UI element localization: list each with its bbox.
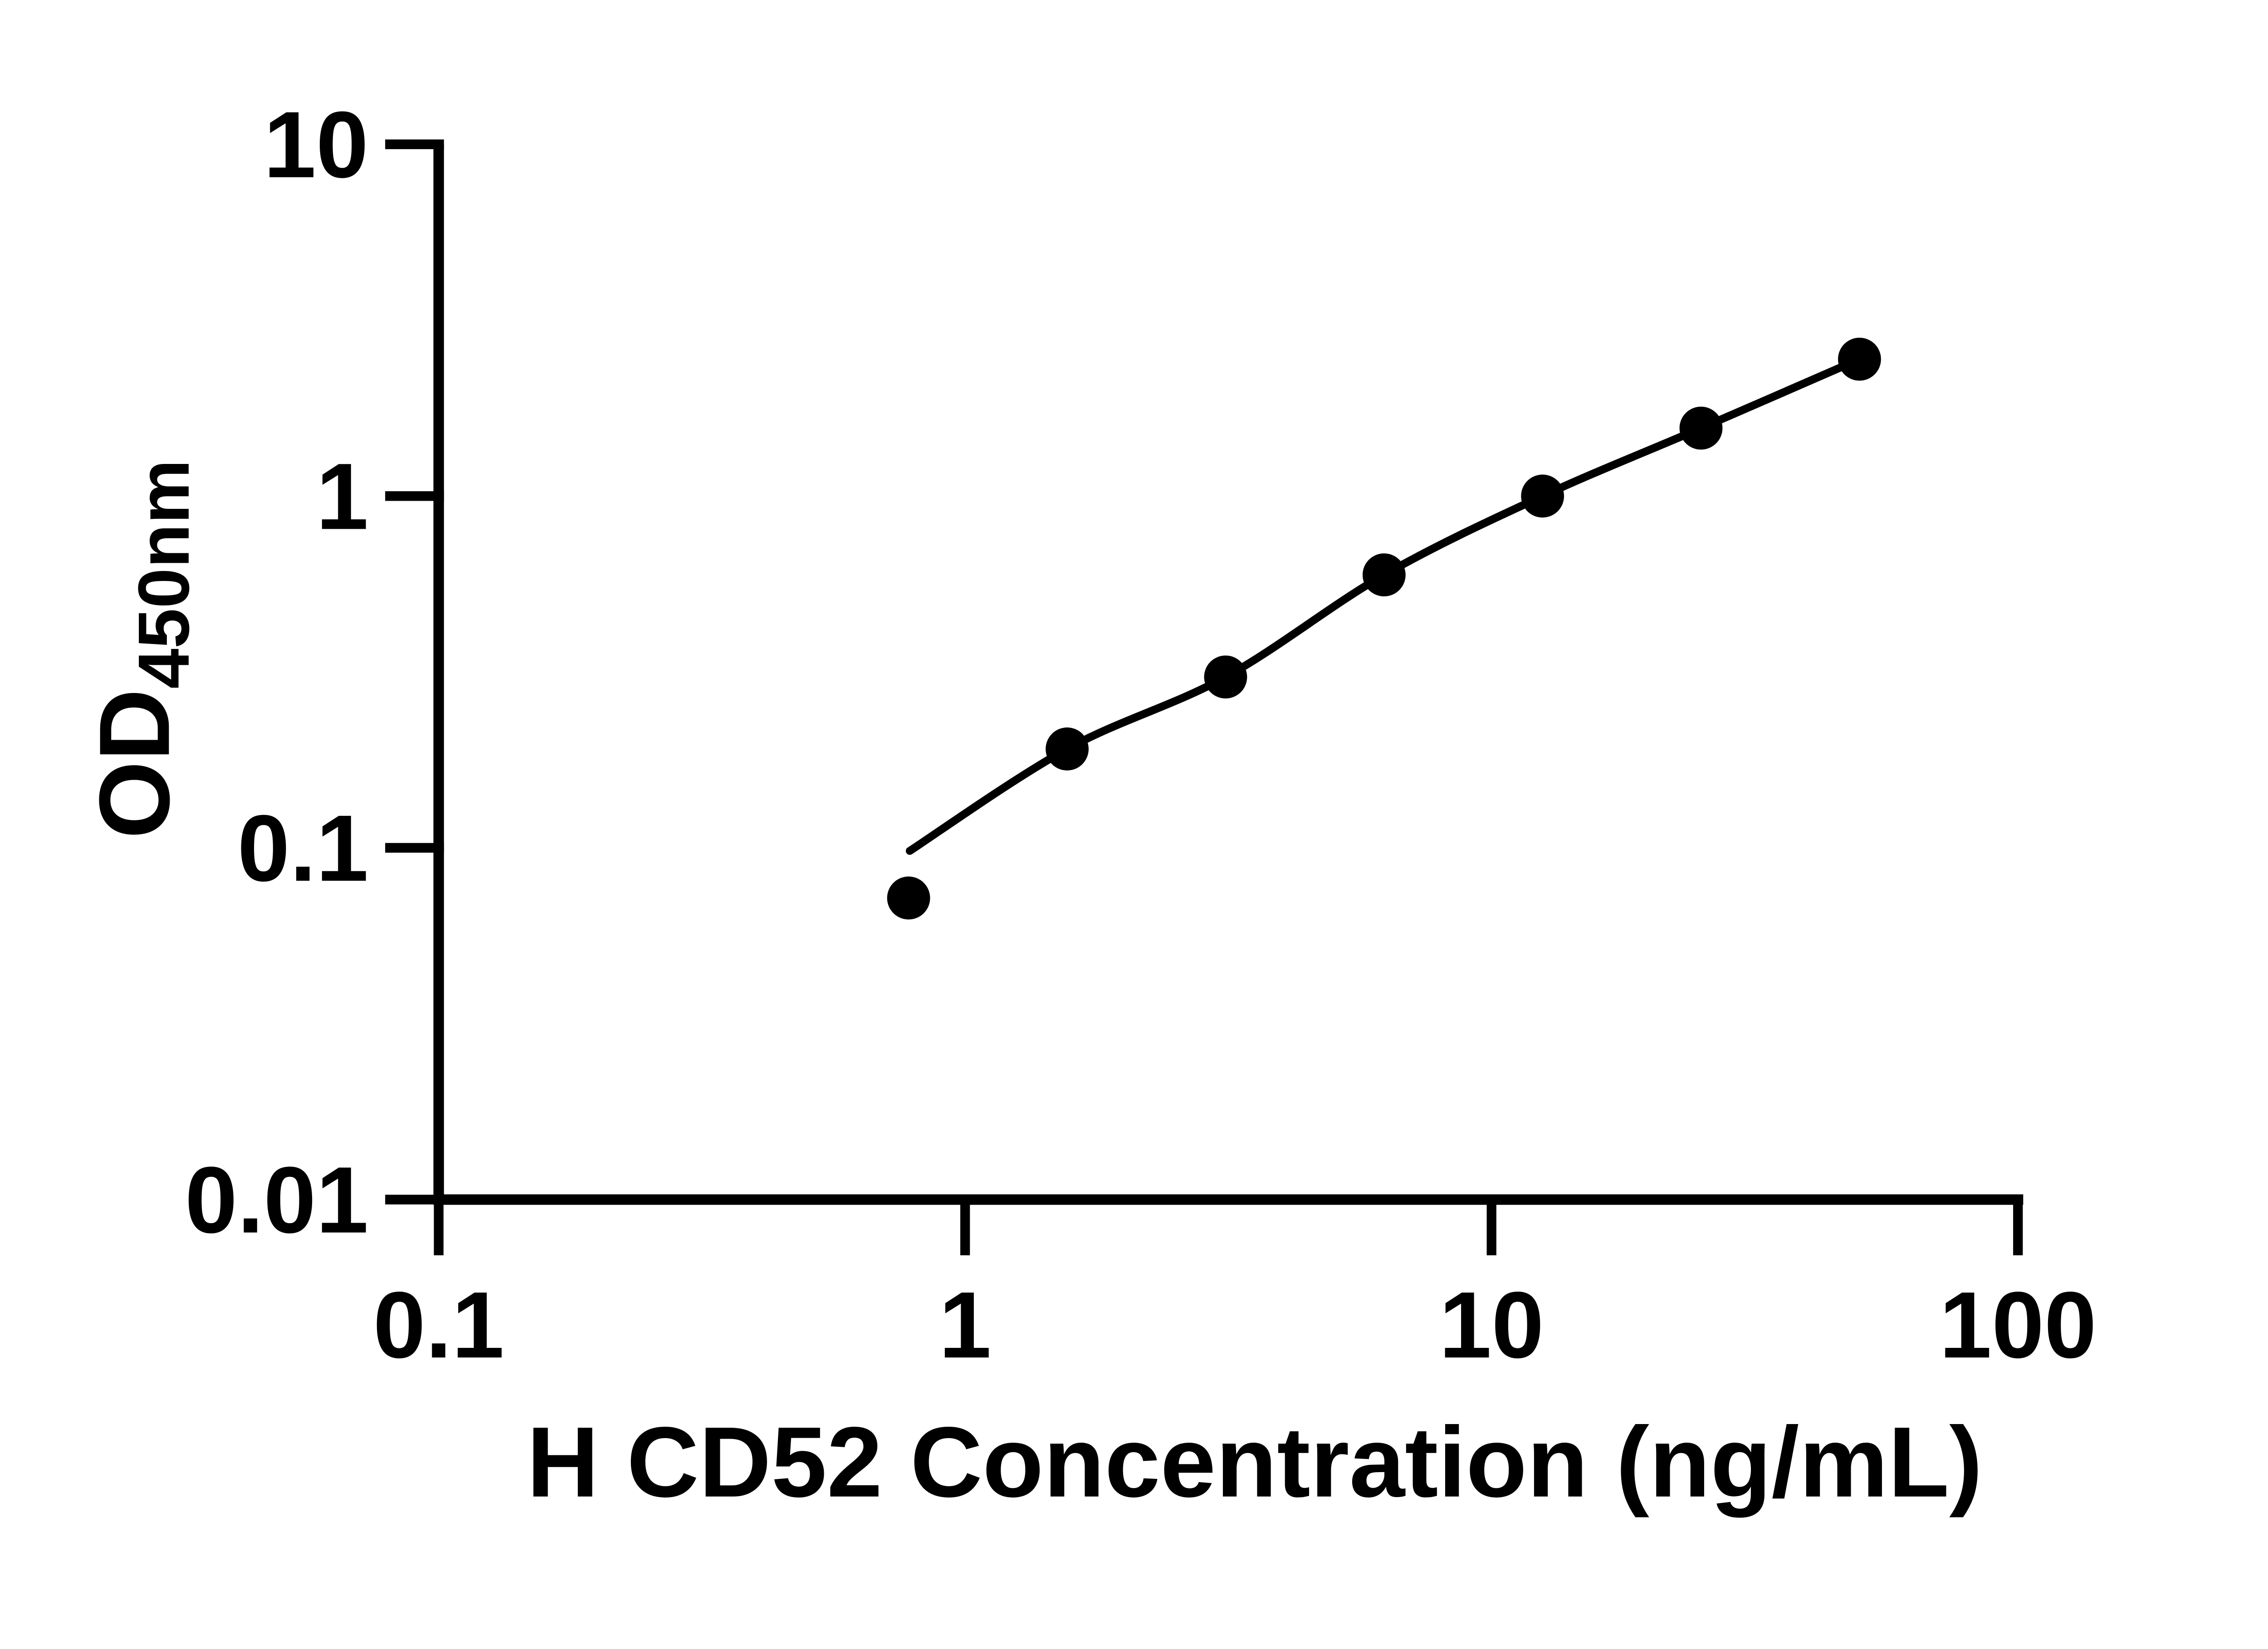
y-tick-label-10: 10 [264, 93, 368, 198]
data-point-3 [1204, 655, 1247, 699]
y-tick-label-0.1: 0.1 [237, 796, 368, 901]
data-point-5 [1521, 474, 1564, 518]
x-tick-label-0.1: 0.1 [373, 1273, 504, 1378]
ticks-group [385, 139, 2023, 1255]
data-point-1 [887, 876, 930, 920]
y-tick-label-1: 1 [316, 444, 369, 549]
axes-group [433, 144, 2024, 1205]
x-tick-label-100: 100 [1939, 1273, 2097, 1378]
y-tick-label-0.01: 0.01 [185, 1148, 369, 1253]
elisa-standard-curve-figure: 0.01 0.1 1 10 0.1 1 10 100 H CD52 Concentration… [0, 0, 2268, 1595]
data-points-group [887, 337, 1881, 920]
chart-background [0, 0, 2268, 1595]
x-tick-label-1: 1 [939, 1273, 992, 1378]
data-point-7 [1838, 337, 1881, 381]
y-axis-title-subscript: 450nm [123, 459, 204, 689]
data-point-4 [1362, 553, 1406, 596]
data-point-2 [1046, 727, 1089, 771]
x-tick-label-10: 10 [1439, 1273, 1544, 1378]
y-axis-title: OD450nm [78, 459, 204, 839]
data-point-6 [1679, 406, 1723, 450]
x-axis-title: H CD52 Concentration (ng/mL) [527, 1406, 1983, 1518]
y-axis-title-main: OD [78, 689, 190, 839]
